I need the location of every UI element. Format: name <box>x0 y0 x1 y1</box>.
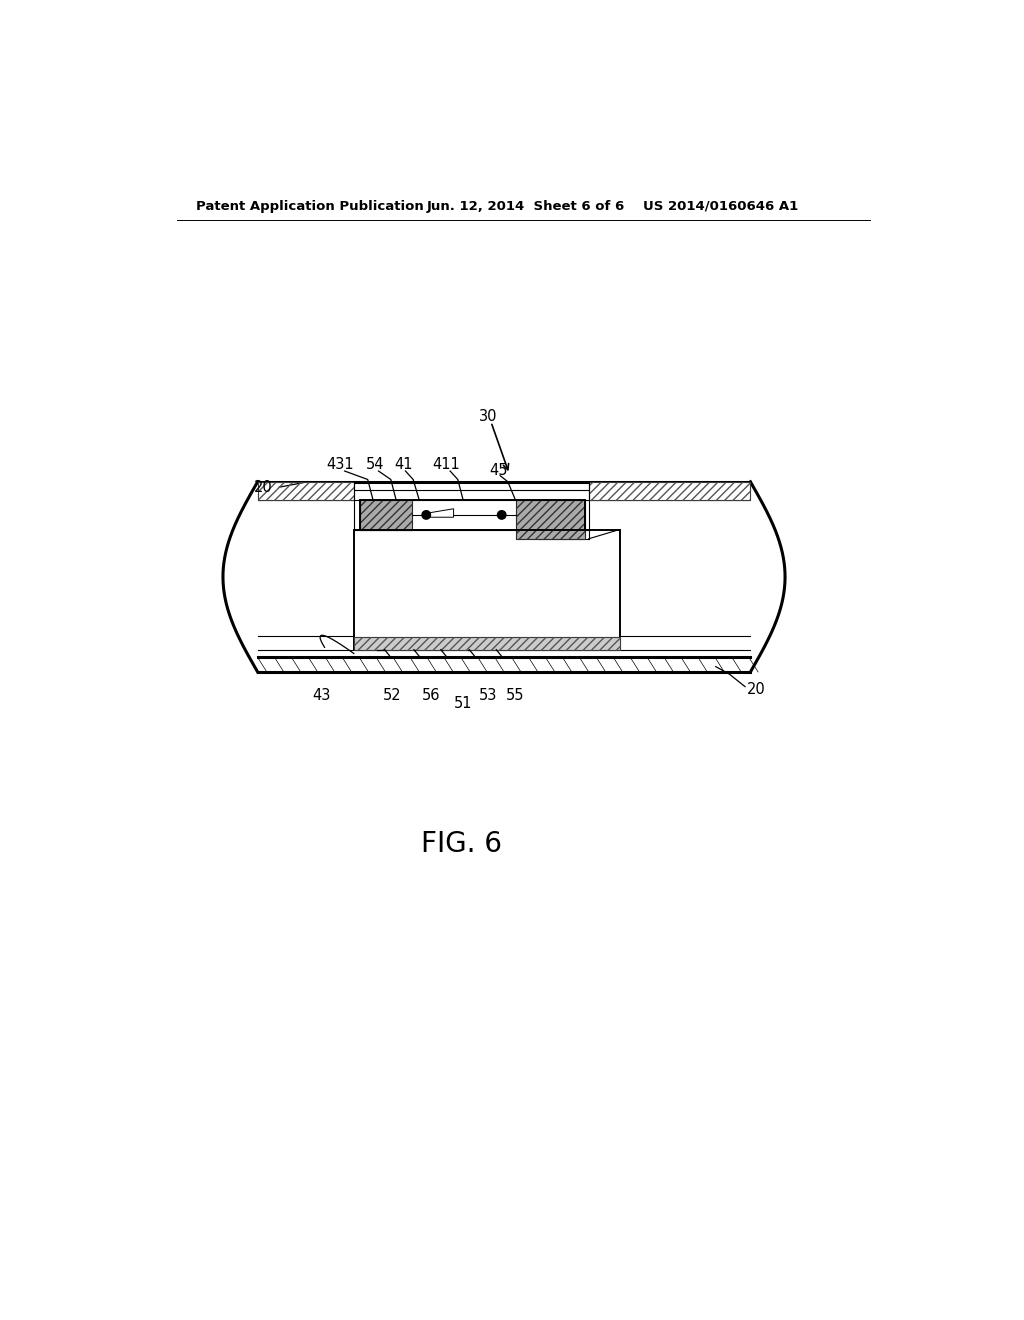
Bar <box>258 482 354 500</box>
Text: 43: 43 <box>312 688 331 704</box>
Bar <box>360 500 413 529</box>
Bar <box>258 482 354 500</box>
Text: 20: 20 <box>746 682 765 697</box>
Text: US 2014/0160646 A1: US 2014/0160646 A1 <box>643 199 798 213</box>
Bar <box>515 500 585 539</box>
Text: 55: 55 <box>506 688 525 704</box>
Bar <box>354 529 620 649</box>
Text: 54: 54 <box>367 457 385 473</box>
Circle shape <box>422 511 430 519</box>
Bar <box>354 638 620 649</box>
Text: 431: 431 <box>327 457 354 473</box>
Circle shape <box>498 511 506 519</box>
Text: 411: 411 <box>432 457 460 473</box>
Bar <box>589 482 751 500</box>
Text: 53: 53 <box>478 688 497 704</box>
Text: 41: 41 <box>394 457 413 473</box>
Text: 52: 52 <box>383 688 401 704</box>
Bar <box>360 500 585 529</box>
Text: Jun. 12, 2014  Sheet 6 of 6: Jun. 12, 2014 Sheet 6 of 6 <box>427 199 626 213</box>
Text: 20: 20 <box>254 479 273 495</box>
Text: Patent Application Publication: Patent Application Publication <box>196 199 424 213</box>
Bar <box>589 482 751 500</box>
Text: 56: 56 <box>422 688 440 704</box>
Bar <box>360 500 413 529</box>
Text: 51: 51 <box>454 696 472 711</box>
Text: FIG. 6: FIG. 6 <box>421 830 502 858</box>
Bar <box>515 500 585 539</box>
Polygon shape <box>430 508 454 517</box>
Bar <box>354 638 620 649</box>
Text: 30: 30 <box>478 409 497 424</box>
Text: 45: 45 <box>489 463 508 478</box>
